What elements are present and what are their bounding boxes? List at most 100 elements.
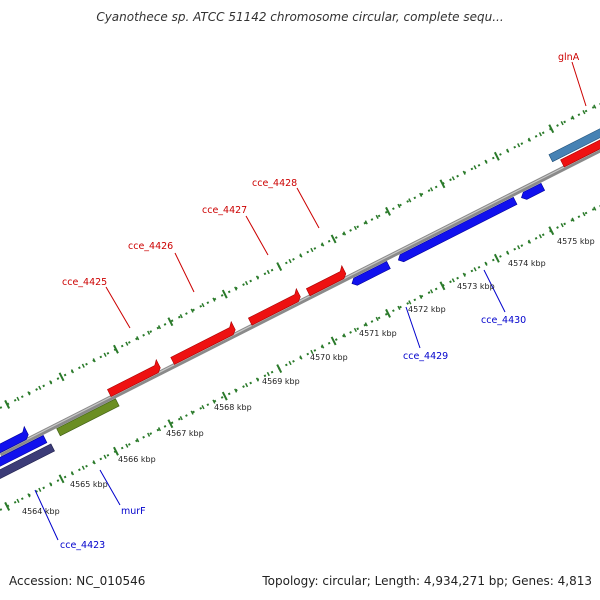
- chromosome-backbone: [0, 147, 600, 457]
- minor-tick: [70, 369, 75, 374]
- major-tick: [221, 391, 228, 401]
- minor-tick: [397, 203, 401, 209]
- map-title: Cyanothece sp. ATCC 51142 chromosome cir…: [96, 10, 504, 24]
- minor-tick: [353, 327, 357, 333]
- gene-arrow-cce_4429[interactable]: [350, 261, 391, 287]
- gene-track: [0, 127, 600, 488]
- minor-tick: [353, 225, 357, 231]
- scale-label: 4564 kbp: [22, 507, 60, 516]
- major-tick: [330, 336, 337, 346]
- minor-tick: [364, 322, 368, 327]
- gene-label-murF[interactable]: murF: [121, 506, 146, 517]
- minor-tick: [244, 280, 249, 286]
- minor-tick: [103, 352, 107, 357]
- gene-arrow-glnA-steel[interactable]: [548, 127, 600, 163]
- minor-tick: [288, 360, 292, 366]
- minor-tick: [234, 388, 238, 393]
- upper-scale-rail: [0, 103, 600, 409]
- minor-tick: [147, 330, 151, 335]
- minor-tick: [321, 344, 325, 349]
- minor-tick: [375, 214, 379, 220]
- minor-tick: [429, 187, 434, 192]
- minor-tick: [16, 498, 20, 503]
- major-tick: [58, 474, 65, 484]
- minor-tick: [451, 176, 455, 181]
- gene-arrow-cce_4427[interactable]: [246, 287, 302, 326]
- gene-arrow-glnA-red[interactable]: [560, 129, 600, 168]
- minor-tick: [582, 110, 586, 115]
- minor-tick: [506, 148, 510, 153]
- gene-label-cce_4426[interactable]: cce_4426: [128, 241, 173, 252]
- minor-tick: [419, 192, 423, 197]
- minor-tick: [157, 427, 162, 432]
- major-tick: [548, 226, 555, 236]
- chromosome-backbone-highlight: [0, 148, 600, 454]
- minor-tick: [70, 471, 75, 476]
- scale-label: 4574 kbp: [508, 259, 546, 268]
- label-leaders: [34, 61, 587, 541]
- minor-tick: [16, 396, 20, 401]
- minor-tick: [179, 314, 183, 319]
- minor-tick: [92, 358, 96, 363]
- gene-arrow-left-blue[interactable]: [0, 435, 48, 483]
- minor-tick: [527, 239, 532, 244]
- minor-tick: [517, 143, 521, 148]
- major-tick: [330, 234, 337, 244]
- gene-arrow-cce_4426[interactable]: [169, 320, 237, 365]
- gene-label-cce_4429[interactable]: cce_4429: [403, 351, 448, 362]
- minor-tick: [38, 487, 42, 492]
- major-tick: [548, 124, 555, 134]
- gene-arrow-cce_4431[interactable]: [520, 182, 546, 201]
- minor-tick: [527, 137, 532, 142]
- scale-label: 4569 kbp: [262, 377, 300, 386]
- minor-tick: [462, 272, 466, 277]
- gene-label-glnA[interactable]: glnA: [558, 52, 580, 63]
- minor-tick: [451, 278, 455, 283]
- minor-tick: [408, 198, 412, 203]
- minor-tick: [364, 220, 368, 225]
- minor-tick: [212, 297, 216, 302]
- major-tick: [385, 206, 391, 216]
- minor-tick: [147, 432, 151, 437]
- gene-label-cce_4427[interactable]: cce_4427: [202, 205, 247, 216]
- gene-label-cce_4428[interactable]: cce_4428: [252, 178, 297, 189]
- minor-tick: [136, 336, 140, 341]
- major-tick: [385, 308, 391, 318]
- minor-tick: [27, 391, 31, 396]
- major-tick: [4, 501, 11, 511]
- minor-tick: [429, 289, 434, 294]
- minor-tick: [201, 405, 205, 410]
- minor-tick: [571, 115, 575, 120]
- gene-arrow-navy[interactable]: [0, 443, 55, 488]
- gene-arrow-cce_4425[interactable]: [105, 358, 161, 398]
- gene-arrow-left-fragment[interactable]: [0, 425, 30, 463]
- major-tick: [113, 344, 119, 354]
- scale-label: 4565 kbp: [70, 480, 108, 489]
- minor-tick: [517, 245, 521, 250]
- minor-tick: [103, 454, 107, 459]
- scale-label: 4573 kbp: [457, 282, 495, 291]
- minor-tick: [473, 165, 477, 170]
- minor-tick: [234, 286, 238, 291]
- gene-arrow-green[interactable]: [56, 398, 120, 437]
- major-tick: [493, 253, 500, 263]
- minor-tick: [49, 380, 53, 385]
- gene-label-cce_4425[interactable]: cce_4425: [62, 277, 107, 288]
- minor-tick: [49, 482, 53, 487]
- minor-tick: [266, 371, 270, 377]
- scale-label: 4567 kbp: [166, 429, 204, 438]
- minor-tick: [310, 247, 314, 253]
- lower-scale-ticks: [4, 206, 597, 511]
- gene-label-cce_4423[interactable]: cce_4423: [60, 540, 105, 551]
- gene-arrow-cce_4430[interactable]: [397, 196, 518, 263]
- minor-tick: [92, 460, 96, 465]
- minor-tick: [190, 410, 194, 415]
- gene-label-cce_4430[interactable]: cce_4430: [481, 315, 526, 326]
- minor-tick: [582, 212, 586, 217]
- minor-tick: [157, 325, 162, 330]
- minor-tick: [125, 443, 129, 448]
- minor-tick: [462, 170, 466, 175]
- minor-tick: [201, 303, 205, 308]
- gene-arrow-cce_4428[interactable]: [304, 264, 347, 297]
